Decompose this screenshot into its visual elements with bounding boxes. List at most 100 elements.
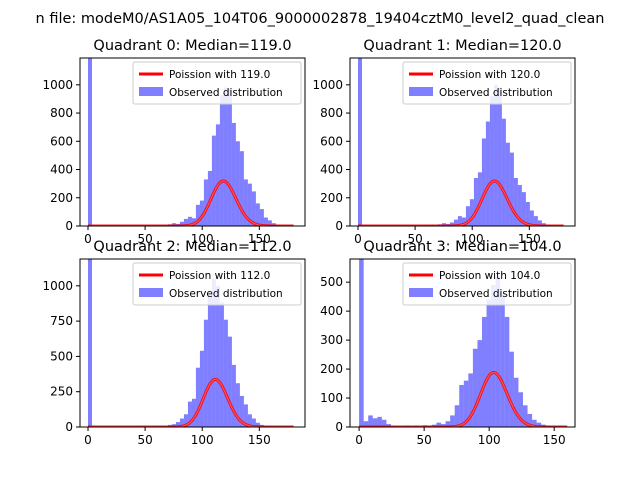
x-tick-label: 150 (518, 232, 541, 246)
hist-bar (195, 204, 200, 226)
hist-bar (359, 259, 364, 427)
hist-bar (87, 58, 92, 226)
hist-bar (199, 200, 204, 226)
hist-bar (521, 192, 526, 226)
hist-bar (227, 336, 232, 427)
legend-label-poisson: Poission with 119.0 (169, 69, 270, 81)
hist-bar (255, 422, 260, 427)
panel-title: Quadrant 2: Median=112.0 (93, 239, 291, 255)
hist-bar (223, 87, 228, 226)
hist-bar (537, 220, 542, 226)
panel-2: 0 50 100 150 0 250 500 750 1000 Quadrant 2: Media… (42, 239, 306, 447)
hist-bar (243, 179, 248, 226)
axes-frame (349, 57, 576, 227)
hist-bar (469, 199, 474, 226)
hist-bar (203, 179, 208, 226)
y-tick-label: 400 (320, 163, 343, 177)
hist-bar (536, 422, 542, 427)
hist-bar (251, 191, 256, 226)
hist-bar (518, 392, 523, 427)
hist-bar (195, 367, 200, 427)
hist-bar (372, 418, 378, 427)
plot-area (357, 58, 564, 226)
hist-bar (179, 418, 184, 427)
hist-bar (450, 415, 455, 427)
y-tick-label: 800 (320, 106, 343, 120)
hist-bar (211, 278, 216, 427)
hist-bar (259, 209, 264, 226)
x-tick-label: 0 (84, 232, 92, 246)
hist-bar (243, 404, 248, 427)
legend-bar-swatch (139, 87, 163, 96)
hist-bar (175, 422, 180, 427)
hist-bar (255, 203, 260, 226)
poisson-curve-highlight (359, 371, 568, 427)
hist-bar (239, 395, 244, 427)
x-tick-label: 50 (137, 433, 152, 447)
y-tick-label: 1000 (42, 78, 73, 92)
legend-bar-swatch (409, 288, 433, 297)
hist-bar (522, 405, 528, 427)
plot-area (87, 58, 294, 226)
x-tick-label: 0 (355, 433, 363, 447)
panel-title: Quadrant 3: Median=104.0 (363, 239, 561, 255)
legend-label-poisson: Poission with 104.0 (439, 270, 540, 282)
hist-bar (445, 421, 451, 427)
hist-bar (227, 89, 232, 226)
legend-bar-swatch (409, 87, 433, 96)
panel-3: 0 50 100 150 0 100 200 300 400 500 Quadrant 3: Med… (320, 239, 576, 447)
hist-bar (473, 178, 478, 226)
y-tick-label: 0 (65, 219, 73, 233)
y-tick-label: 400 (50, 163, 73, 177)
y-tick-label: 500 (320, 275, 343, 289)
y-tick-label: 0 (335, 420, 343, 434)
y-tick-label: 400 (320, 304, 343, 318)
hist-bar (251, 418, 256, 427)
hist-bar (461, 217, 466, 226)
hist-bar (219, 302, 224, 427)
y-tick-label: 200 (320, 191, 343, 205)
hist-bar (525, 202, 530, 226)
x-tick-label: 50 (407, 232, 422, 246)
hist-bar (485, 121, 490, 226)
y-tick-label: 100 (320, 391, 343, 405)
legend-box (132, 262, 302, 306)
panel-1: 0 50 100 150 0 200 400 600 800 1000 Quadrant 1: Me… (312, 38, 576, 246)
hist-bar (215, 124, 220, 226)
plot-area (87, 259, 294, 427)
hist-bar (183, 218, 188, 226)
x-tick-label: 0 (354, 232, 362, 246)
x-tick-label: 150 (248, 232, 271, 246)
hist-bar (263, 217, 268, 226)
x-tick-label: 100 (191, 232, 214, 246)
axes-frame (79, 57, 306, 227)
hist-bar (481, 138, 486, 226)
hist-bar (179, 221, 184, 226)
hist-bar (381, 419, 387, 427)
y-tick-label: 1000 (42, 279, 73, 293)
x-tick-label: 50 (137, 232, 152, 246)
hist-bar (211, 135, 216, 226)
y-tick-label: 600 (320, 134, 343, 148)
hist-bar (529, 210, 534, 226)
hist-bar (477, 172, 482, 226)
hist-bar (357, 58, 362, 226)
hist-bar (463, 380, 469, 427)
hist-bar (482, 316, 487, 427)
hist-bar (465, 206, 470, 226)
legend-box (132, 61, 302, 105)
hist-bar (231, 364, 236, 427)
hist-bar (493, 84, 498, 226)
poisson-curve-highlight (357, 180, 564, 226)
hist-bar (509, 152, 514, 226)
hist-bar (497, 87, 502, 226)
hist-bar (472, 348, 478, 427)
hist-bar (491, 285, 496, 427)
hist-bar (187, 401, 192, 427)
hist-bar (517, 185, 522, 226)
legend-bar-swatch (139, 288, 163, 297)
x-tick-label: 100 (191, 433, 214, 447)
y-tick-label: 0 (335, 219, 343, 233)
